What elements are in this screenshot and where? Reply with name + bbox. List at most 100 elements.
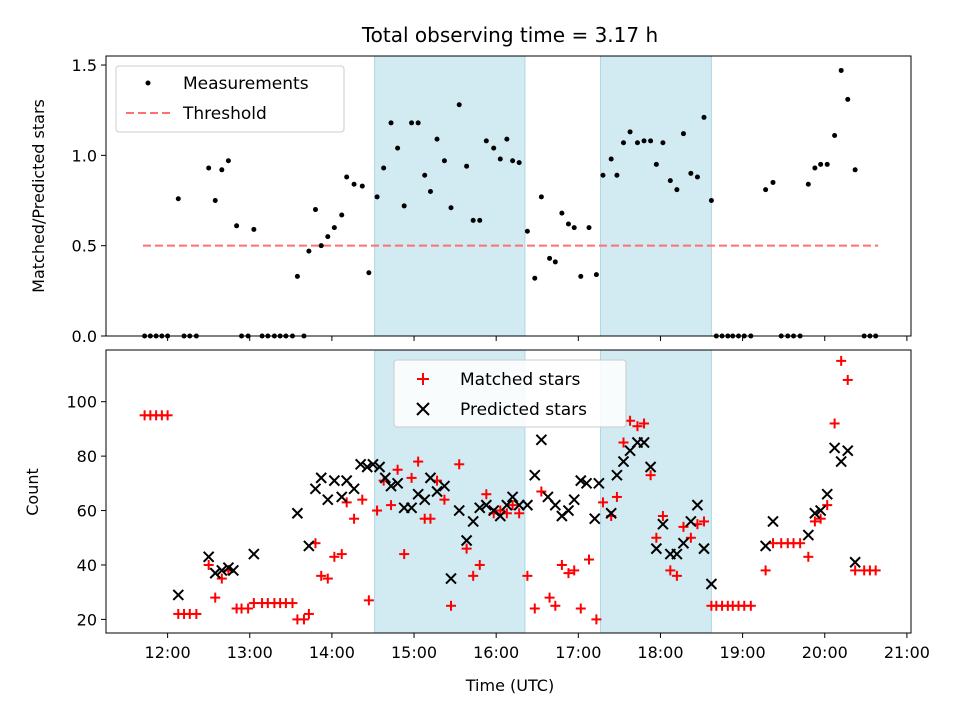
matched-star-point — [632, 421, 643, 432]
measurement-point — [812, 165, 818, 171]
x-stroke-b — [767, 515, 779, 528]
measurement-point — [388, 120, 394, 126]
count-points — [139, 355, 881, 625]
predicted-star-point — [322, 493, 334, 506]
measurement-point — [491, 145, 497, 151]
matched-star-point — [243, 603, 254, 614]
x-stroke-b — [405, 502, 418, 514]
measurement-point — [559, 210, 565, 216]
measurement-point — [832, 132, 838, 138]
matched-star-point — [829, 418, 840, 429]
x-stroke-b — [535, 434, 548, 446]
x-stroke-b — [593, 477, 605, 490]
measurement-point — [818, 161, 824, 167]
measurement-point — [427, 188, 433, 194]
matched-star-point — [591, 614, 602, 625]
x-stroke-b — [361, 461, 373, 473]
measurement-point — [845, 96, 851, 102]
x-stroke-b — [453, 504, 465, 517]
matched-star-point — [822, 500, 833, 511]
predicted-star-point — [445, 572, 457, 585]
x-tick-label: 21:00 — [884, 643, 930, 662]
measurement-point — [805, 181, 811, 187]
x-stroke-b — [322, 493, 334, 506]
matched-star-point — [514, 508, 525, 519]
y-tick-label: 80 — [77, 447, 97, 466]
measurement-point — [614, 172, 620, 178]
measurement-point — [339, 212, 345, 218]
x-stroke-b — [657, 518, 669, 530]
matched-star-point — [745, 600, 756, 611]
matched-star-point — [522, 570, 533, 581]
bottom-y-axis-label: Count — [23, 468, 42, 516]
matched-star-point — [815, 513, 826, 524]
measurement-point — [674, 187, 680, 193]
predicted-star-point — [379, 472, 391, 484]
predicted-star-point — [367, 458, 379, 470]
measurement-point — [586, 225, 592, 231]
predicted-star-point — [460, 534, 473, 547]
predicted-star-point — [549, 499, 562, 511]
measurement-point — [395, 145, 401, 151]
x-stroke-b — [644, 461, 657, 473]
matched-star-point — [651, 532, 662, 543]
predicted-star-point — [828, 442, 841, 454]
matched-star-point — [336, 549, 347, 560]
measurement-point — [763, 187, 769, 193]
predicted-star-point — [501, 499, 513, 511]
measurement-point — [593, 272, 599, 278]
top-panel: 0.0 0.5 1.0 1.5 Matched/Predicted stars Mea… — [29, 55, 912, 346]
predicted-star-point — [821, 488, 833, 500]
predicted-star-point — [315, 472, 327, 484]
matched-star-point — [556, 559, 567, 570]
measurement-point — [688, 170, 694, 176]
predicted-star-point — [405, 502, 418, 514]
measurement-point — [219, 167, 225, 173]
matched-star-point — [803, 551, 814, 562]
predicted-star-point — [209, 567, 221, 579]
y-tick-label: 100 — [66, 393, 97, 412]
predicted-star-point — [671, 548, 683, 560]
measurement-point — [318, 243, 324, 249]
matched-star-point — [203, 559, 214, 570]
x-tick-label: 15:00 — [391, 643, 437, 662]
top-legend: Measurements Threshold — [115, 65, 345, 133]
predicted-star-point — [698, 542, 710, 555]
matched-star-point — [216, 573, 227, 584]
measurement-point — [497, 156, 503, 162]
predicted-star-point — [767, 515, 779, 528]
measurement-point — [234, 223, 240, 229]
matched-star-point — [298, 614, 309, 625]
measurement-point — [381, 165, 387, 171]
measurement-point — [641, 138, 647, 144]
x-stroke-b — [513, 499, 525, 511]
measurement-point — [325, 234, 331, 240]
top-legend-box — [115, 65, 345, 133]
x-stroke-b — [617, 455, 630, 468]
predicted-star-point — [227, 564, 240, 577]
predicted-star-point — [575, 474, 587, 487]
bottom-legend-box — [393, 359, 627, 428]
x-tick-label: 17:00 — [555, 643, 601, 662]
predicted-star-point — [419, 493, 431, 506]
predicted-star-point — [677, 537, 690, 549]
predicted-star-point — [431, 485, 443, 498]
x-stroke-b — [677, 537, 690, 549]
predicted-star-point — [593, 477, 605, 490]
matched-star-point — [399, 549, 410, 560]
predicted-star-point — [617, 455, 630, 468]
predicted-star-point — [494, 510, 506, 522]
matched-star-point — [760, 565, 771, 576]
measurement-point — [524, 228, 530, 234]
predicted-star-point — [480, 499, 493, 511]
measurement-point — [552, 259, 558, 265]
measurement-point — [621, 140, 626, 146]
y-tick-label: 1.0 — [72, 146, 97, 165]
matched-star-point — [287, 598, 298, 609]
predicted-star-point — [580, 477, 593, 490]
measurement-point — [359, 183, 365, 189]
y-tick-label: 20 — [77, 610, 97, 629]
x-stroke-b — [248, 548, 260, 560]
top-shaded-bands — [374, 56, 712, 336]
top-x-ticks — [167, 336, 908, 341]
